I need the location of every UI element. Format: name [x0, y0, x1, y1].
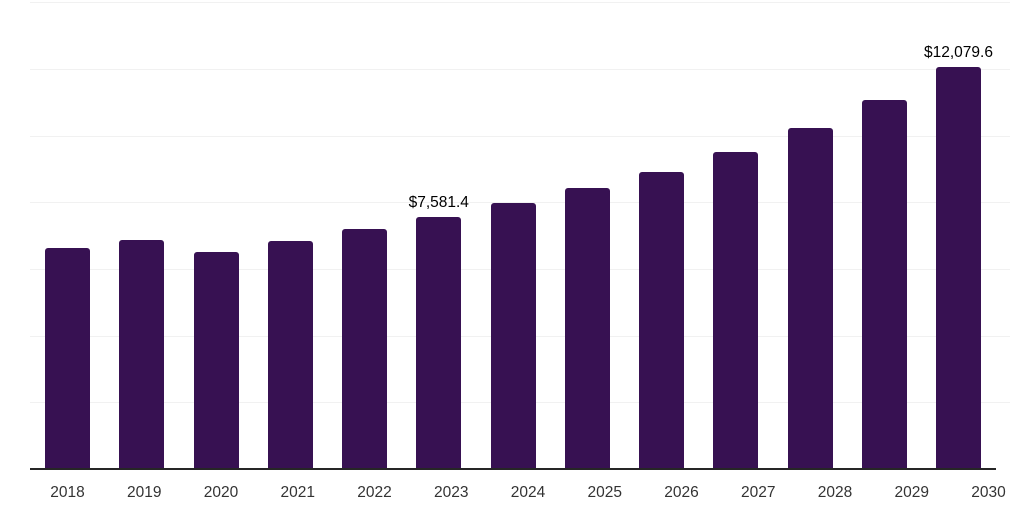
x-tick-2019: 2019	[127, 484, 162, 501]
bar-2021	[267, 240, 313, 470]
gridline	[30, 202, 1010, 204]
plot-area: $7,581.4 $12,079.6	[30, 0, 1010, 470]
x-tick-2022: 2022	[357, 484, 392, 501]
bar-2028	[787, 128, 833, 470]
bar-2026	[639, 172, 684, 470]
gridline	[30, 135, 1010, 137]
x-tick-2026: 2026	[664, 484, 699, 501]
x-tick-2030: 2030	[971, 484, 1006, 501]
bar-2025	[564, 188, 610, 470]
bar-2029	[861, 100, 907, 470]
x-tick-2023: 2023	[434, 484, 469, 501]
bar-2027	[713, 152, 759, 470]
bar-2023: $7,581.4	[409, 194, 469, 470]
x-tick-2024: 2024	[510, 484, 546, 501]
bar-2018	[45, 248, 90, 470]
gridline	[30, 2, 1010, 4]
gridline	[30, 69, 1010, 70]
data-label-2030: $12,079.6	[924, 44, 993, 62]
x-tick-2029: 2029	[894, 484, 929, 501]
x-tick-2028: 2028	[817, 484, 853, 501]
bar-2019	[119, 239, 165, 470]
bar-2020	[193, 252, 239, 470]
x-axis-labels: 2018 2019 2020 2021 2022 2023 2024 2025 2026 2027…	[30, 472, 1024, 502]
x-tick-2018: 2018	[50, 484, 85, 501]
x-tick-2025: 2025	[587, 484, 622, 501]
bar-2024	[490, 203, 536, 470]
data-label-2023: $7,581.4	[408, 194, 469, 212]
bar-2022	[342, 229, 387, 470]
x-tick-2021: 2021	[280, 484, 315, 501]
x-axis-line	[30, 468, 996, 470]
bar-2030: $12,079.6	[924, 44, 993, 470]
bars-container: $7,581.4 $12,079.6	[30, 0, 996, 470]
x-tick-2027: 2027	[741, 484, 776, 501]
x-tick-2020: 2020	[203, 484, 239, 501]
